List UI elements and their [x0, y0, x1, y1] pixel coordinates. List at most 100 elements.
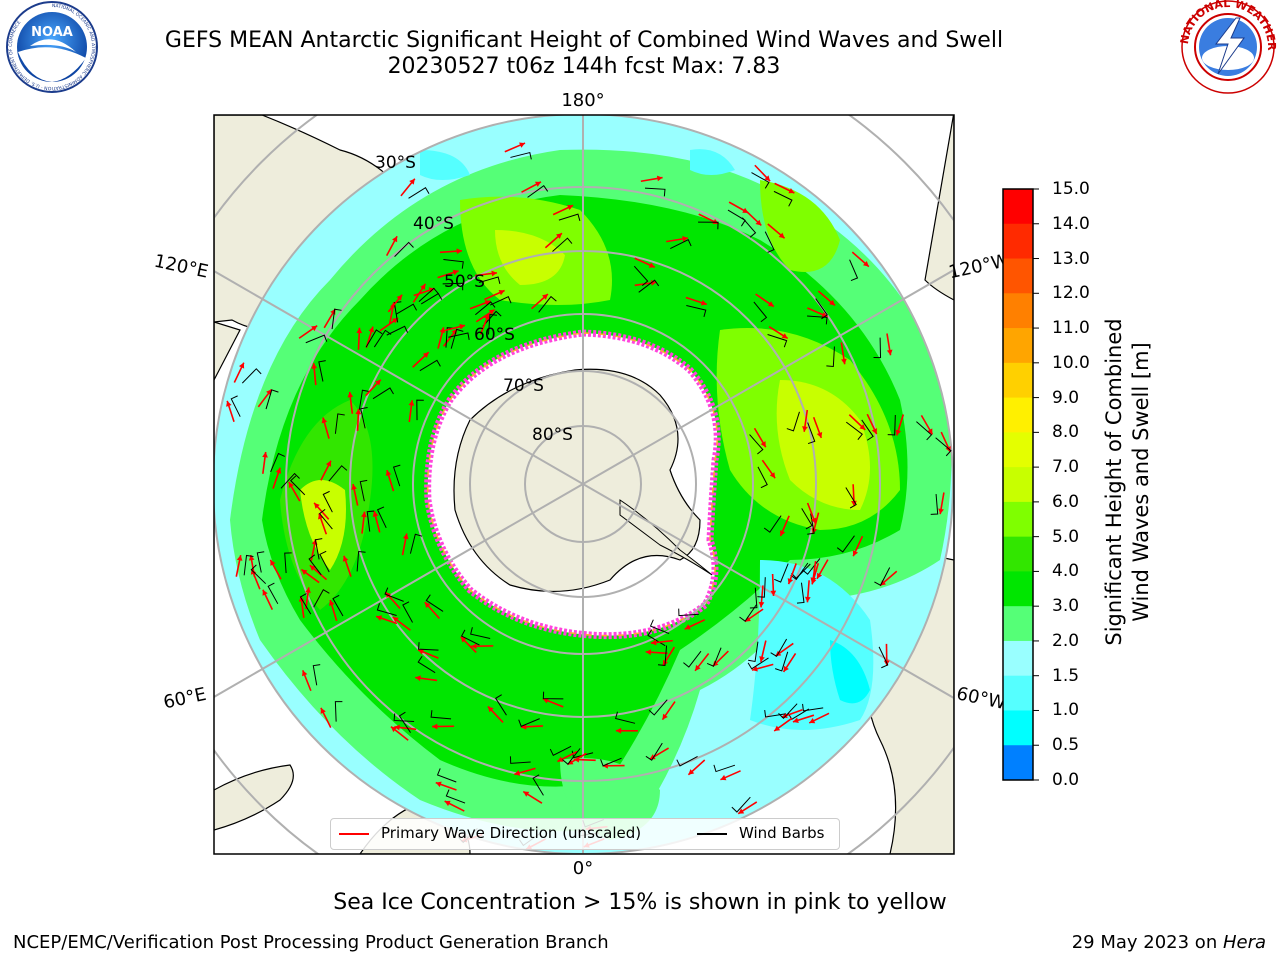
- wave-arrowhead: [491, 270, 497, 277]
- wind-barb: [299, 593, 312, 615]
- wave-arrowhead: [422, 352, 429, 358]
- wind-barb: [706, 647, 722, 667]
- wave-arrowhead: [487, 706, 494, 713]
- wind-barb: [527, 184, 549, 198]
- colorbar-tick-label: 8.0: [1052, 422, 1080, 443]
- wind-barb: [489, 296, 512, 306]
- wind-barb: [826, 346, 835, 368]
- wind-barb: [334, 701, 343, 722]
- legend-wave-swatch: [339, 833, 369, 835]
- wave-arrowhead: [439, 327, 446, 334]
- wind-barb: [649, 619, 670, 635]
- wind-barb: [713, 764, 736, 773]
- wind-barb: [791, 563, 811, 579]
- wind-barb: [807, 422, 816, 445]
- wave-arrowhead: [816, 431, 823, 438]
- legend-wave-label: Primary Wave Direction (unscaled): [381, 824, 642, 842]
- colorbar-tick-label: 13.0: [1052, 248, 1090, 269]
- wave-arrowhead: [520, 723, 527, 730]
- wave-arrowhead: [720, 774, 727, 781]
- wave-arrowhead: [770, 590, 777, 596]
- legend-wind-swatch: [697, 833, 727, 835]
- wind-barb: [418, 287, 439, 302]
- wave-arrowhead: [767, 301, 774, 307]
- wave-arrowhead: [712, 218, 719, 225]
- wave-arrowhead: [557, 756, 564, 762]
- wave-arrowhead: [288, 482, 294, 489]
- wind-barb: [686, 304, 707, 318]
- wave-arrowhead: [759, 656, 765, 662]
- wind-barb: [408, 187, 430, 199]
- wave-arrowhead: [778, 232, 785, 239]
- wave-arrowhead: [444, 800, 451, 807]
- wave-arrowhead: [368, 326, 375, 333]
- wave-arrowhead: [650, 639, 657, 646]
- wave-arrowhead: [514, 770, 521, 776]
- wind-barb: [753, 301, 768, 323]
- wave-arrowhead: [372, 511, 379, 518]
- wind-barb: [538, 295, 557, 313]
- wave-arrowhead: [302, 670, 308, 677]
- wave-arrowhead: [781, 712, 788, 719]
- colorbar-tick-label: 12.0: [1052, 283, 1090, 304]
- wave-arrowhead: [852, 550, 859, 557]
- wave-arrowhead: [408, 400, 415, 406]
- wind-barb: [845, 487, 857, 509]
- colorbar-tick-label: 7.0: [1052, 457, 1080, 478]
- wind-barb: [318, 360, 326, 382]
- colorbar-band: [1003, 501, 1033, 538]
- wind-barb: [392, 464, 401, 487]
- wind-barb: [394, 241, 414, 257]
- wind-barb: [763, 515, 782, 533]
- wind-barb: [416, 399, 424, 421]
- colorbar-band: [1003, 606, 1033, 642]
- colorbar-tick-label: 1.0: [1052, 700, 1080, 721]
- lat-label-80s: 80°S: [532, 425, 573, 445]
- wave-arrowhead: [375, 379, 381, 386]
- wave-arrowhead: [688, 769, 695, 775]
- lat-label-70s: 70°S: [503, 376, 544, 396]
- wave-arrowhead: [356, 327, 363, 334]
- wave-arrowhead: [248, 554, 255, 561]
- wave-arrowhead: [311, 325, 318, 332]
- wave-arrowhead: [270, 559, 276, 566]
- wind-barb: [284, 552, 292, 574]
- wind-barb: [425, 594, 444, 612]
- colorbar-band: [1003, 640, 1033, 677]
- wave-arrowhead: [275, 467, 282, 474]
- wave-arrowhead: [318, 513, 324, 520]
- colorbar-band: [1003, 745, 1033, 781]
- wave-arrowhead: [471, 643, 477, 650]
- wind-barb: [916, 421, 933, 441]
- wind-barb: [460, 629, 480, 646]
- wave-arrowhead: [519, 142, 526, 148]
- wave-arrowhead: [886, 349, 893, 356]
- wind-barb: [747, 657, 769, 670]
- wave-arrowhead: [859, 424, 866, 430]
- colorbar-tick-label: 11.0: [1052, 318, 1090, 339]
- antarctica: [424, 329, 721, 640]
- wind-barb: [887, 415, 896, 436]
- colorbar-band: [1003, 397, 1033, 433]
- wind-barb: [645, 742, 663, 761]
- wave-arrowhead: [788, 188, 795, 194]
- wind-barb: [878, 646, 889, 669]
- colorbar-band: [1003, 571, 1033, 607]
- wind-barb: [450, 328, 464, 349]
- wind-barb: [676, 755, 698, 767]
- wave-arrowhead: [871, 428, 877, 435]
- colorbar-band: [1003, 258, 1033, 294]
- lat-label-30s: 30°S: [375, 153, 416, 173]
- wave-arrowhead: [700, 299, 707, 306]
- wind-barb: [417, 655, 436, 674]
- wave-arrowhead: [484, 313, 490, 320]
- wave-arrowhead: [238, 362, 245, 369]
- wind-barb: [393, 301, 402, 323]
- wind-barb: [312, 664, 321, 686]
- chart-title: GEFS MEAN Antarctic Significant Height o…: [164, 28, 1004, 53]
- wind-barb: [265, 389, 279, 410]
- wave-arrowhead: [347, 391, 354, 398]
- wind-barb: [376, 603, 397, 616]
- wave-arrowhead: [415, 675, 421, 682]
- wind-barb: [796, 582, 805, 604]
